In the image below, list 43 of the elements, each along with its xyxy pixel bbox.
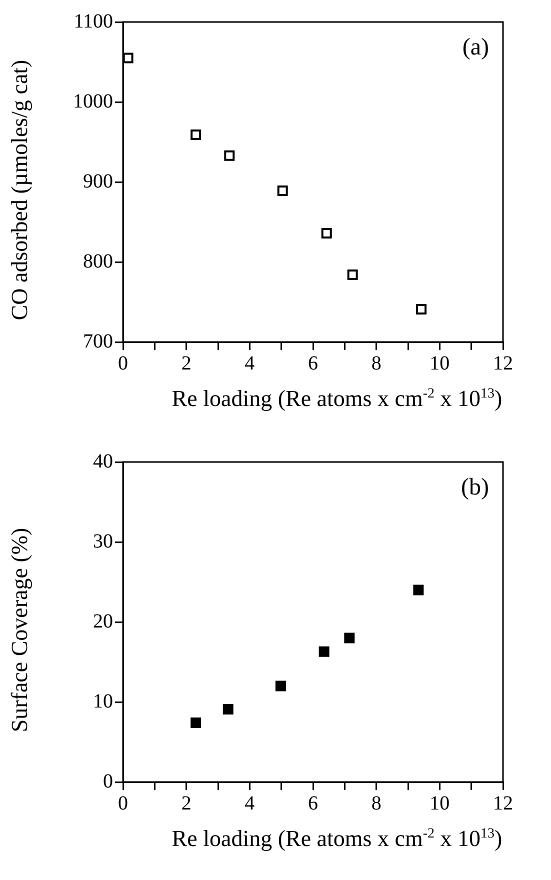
y-tick-label: 1100 — [74, 10, 113, 32]
y-tick-label: 700 — [83, 330, 113, 352]
point — [123, 52, 134, 64]
y-tick-label: 900 — [83, 170, 113, 192]
x-tick-label: 8 — [371, 792, 382, 814]
x-tick-label: 8 — [371, 352, 382, 374]
y-tick-label: 0 — [103, 770, 113, 792]
point — [224, 150, 235, 161]
x-tick-label: 6 — [308, 352, 318, 374]
point — [275, 680, 286, 692]
y-axis-title: Surface Coverage (%) — [7, 528, 33, 732]
annotation: (a) — [462, 34, 489, 60]
x-tick-label: 0 — [118, 792, 128, 814]
y-tick-label: 800 — [83, 250, 113, 272]
y-tick-label: 30 — [93, 530, 113, 552]
point — [318, 646, 330, 657]
annotation: (b) — [461, 474, 489, 500]
point — [347, 270, 358, 280]
x-tick-label: 0 — [118, 352, 128, 374]
x-tick-label: 4 — [244, 352, 255, 374]
x-tick-label: 10 — [430, 352, 450, 374]
y-axis-title: CO adsorbed (µmoles/g cat) — [7, 60, 33, 320]
x-tick-label: 2 — [181, 352, 192, 374]
y-tick-label: 40 — [93, 450, 113, 472]
point — [277, 186, 288, 196]
point — [416, 304, 427, 314]
point — [190, 718, 202, 728]
y-tick-label: 1000 — [73, 90, 113, 112]
x-axis-title: Re loading (Re atoms x cm$^{-2}$ x 10$^{13}$) — [170, 386, 504, 412]
x-tick-label: 12 — [493, 352, 513, 374]
x-tick-label: 2 — [181, 792, 192, 814]
x-tick-label: 10 — [430, 792, 450, 814]
point — [222, 704, 234, 714]
point — [413, 584, 424, 596]
y-tick-label: 20 — [93, 610, 113, 632]
x-axis-title: Re loading (Re atoms x cm$^{-2}$ x 10$^{13}$) — [170, 826, 504, 852]
point — [344, 632, 355, 644]
y-tick-label: 10 — [93, 690, 113, 712]
point — [321, 228, 332, 238]
x-tick-label: 6 — [308, 792, 318, 814]
x-tick-label: 4 — [244, 792, 255, 814]
point — [190, 130, 202, 140]
x-tick-label: 12 — [493, 792, 513, 814]
